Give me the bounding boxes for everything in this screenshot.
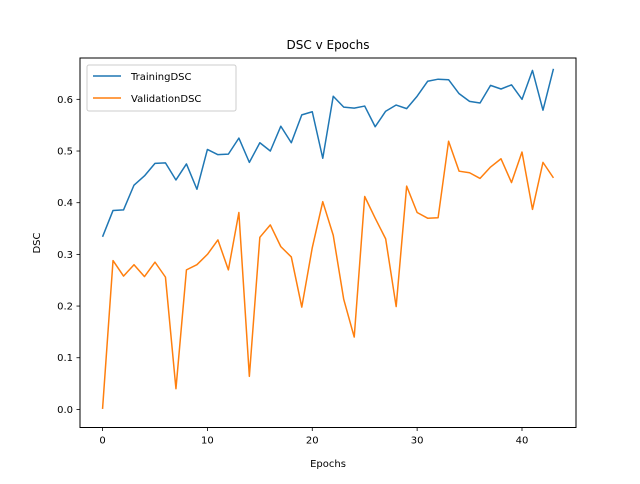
y-tick-label: 0.6 xyxy=(57,95,73,106)
y-tick-label: 0.3 xyxy=(57,250,73,261)
x-axis-label: Epochs xyxy=(310,459,346,470)
legend: TrainingDSC ValidationDSC xyxy=(87,65,236,111)
y-tick-label: 0.1 xyxy=(57,353,73,364)
legend-label-validation: ValidationDSC xyxy=(131,94,201,105)
legend-label-training: TrainingDSC xyxy=(130,72,192,83)
x-tick-label: 0 xyxy=(99,436,105,447)
x-tick-label: 40 xyxy=(516,436,529,447)
y-tick-label: 0.0 xyxy=(57,405,73,416)
x-tick-label: 30 xyxy=(411,436,424,447)
y-tick-label: 0.2 xyxy=(57,302,73,313)
x-tick-label: 10 xyxy=(201,436,214,447)
y-tick-label: 0.4 xyxy=(57,198,73,209)
chart-title: DSC v Epochs xyxy=(287,38,370,52)
x-tick-label: 20 xyxy=(306,436,319,447)
y-tick-label: 0.5 xyxy=(57,147,73,158)
y-axis-label: DSC xyxy=(32,232,43,253)
